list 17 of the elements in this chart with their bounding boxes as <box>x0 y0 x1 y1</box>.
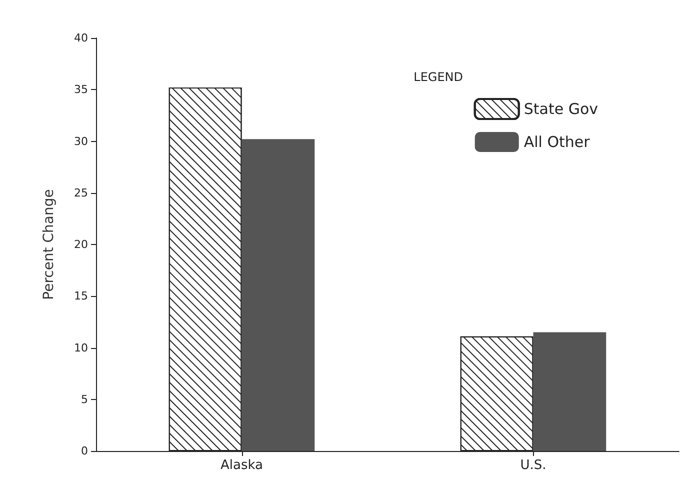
legend-label: State Gov <box>524 100 598 118</box>
y-axis-title: Percent Change <box>41 189 57 300</box>
legend-label: All Other <box>524 133 591 151</box>
y-tick-label: 10 <box>74 341 88 354</box>
legend-title: LEGEND <box>414 70 464 84</box>
y-tick-label: 35 <box>74 83 88 96</box>
bar <box>242 139 315 451</box>
y-tick-label: 20 <box>74 238 88 251</box>
y-tick-label: 5 <box>81 392 88 406</box>
y-tick-label: 40 <box>74 32 88 44</box>
y-tick-label: 25 <box>74 186 88 200</box>
x-tick-label: U.S. <box>520 458 546 473</box>
bar <box>533 332 606 451</box>
x-tick-label: Alaska <box>220 458 264 473</box>
y-tick-label: 15 <box>74 290 88 303</box>
y-tick-label: 30 <box>74 134 88 148</box>
y-tick-label: 0 <box>81 444 88 458</box>
